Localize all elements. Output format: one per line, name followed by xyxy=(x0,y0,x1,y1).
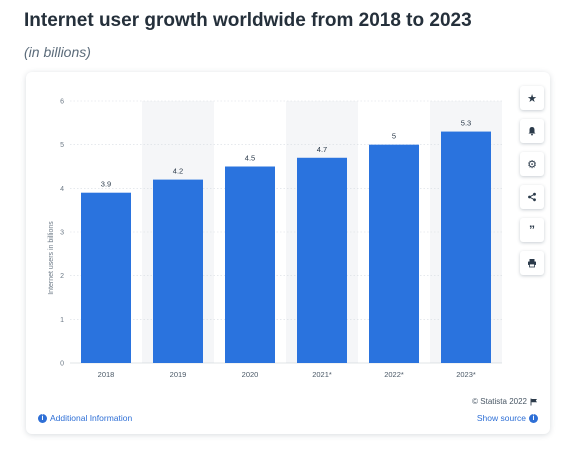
show-source-link[interactable]: Show source i xyxy=(477,413,538,423)
gear-icon: ⚙ xyxy=(527,158,537,171)
x-tick-label: 2019 xyxy=(170,370,187,379)
y-tick-label: 0 xyxy=(60,361,64,368)
bar xyxy=(369,144,419,363)
flag-icon xyxy=(530,398,537,405)
chart-toolbar: ★ ⚙ ” xyxy=(520,86,546,284)
show-source-label: Show source xyxy=(476,413,526,423)
chart-title: Internet user growth worldwide from 2018… xyxy=(24,10,472,31)
share-icon xyxy=(528,192,536,202)
print-icon xyxy=(528,259,536,268)
data-label: 5.3 xyxy=(461,119,471,128)
y-tick-label: 3 xyxy=(60,230,64,237)
chart-subtitle: (in billions) xyxy=(24,44,91,60)
y-tick-label: 6 xyxy=(60,99,64,106)
data-label: 4.7 xyxy=(317,145,327,154)
credit-text: © Statista 2022 xyxy=(472,397,527,406)
print-button[interactable] xyxy=(520,251,544,275)
bar xyxy=(225,166,275,363)
share-button[interactable] xyxy=(520,185,544,209)
bar xyxy=(153,179,203,363)
x-tick-label: 2021* xyxy=(312,370,332,379)
bar-chart: 0 1 2 3 4 5 6 3.9 4.2 4.5 4.7 5 5.3 2018 2019 2020 202… xyxy=(48,99,502,379)
bell-icon xyxy=(528,127,536,136)
x-tick-label: 2020 xyxy=(242,370,259,379)
quote-icon: ” xyxy=(529,223,535,237)
additional-information-link[interactable]: i Additional Information xyxy=(38,413,132,423)
y-tick-label: 5 xyxy=(60,142,64,149)
bar xyxy=(81,192,131,363)
y-tick-label: 1 xyxy=(60,317,64,324)
cite-button[interactable]: ” xyxy=(520,218,544,242)
notification-button[interactable] xyxy=(520,119,544,143)
data-label: 4.5 xyxy=(245,154,255,163)
additional-information-label: Additional Information xyxy=(50,413,133,423)
info-icon: i xyxy=(38,413,47,423)
settings-button[interactable]: ⚙ xyxy=(520,152,544,176)
bar xyxy=(441,131,491,363)
x-tick-label: 2022* xyxy=(384,370,404,379)
data-label: 3.9 xyxy=(101,180,111,189)
y-tick-label: 4 xyxy=(60,186,64,193)
y-axis-label: Internet users in billions xyxy=(48,221,55,295)
x-tick-label: 2023* xyxy=(456,370,476,379)
favorite-button[interactable]: ★ xyxy=(520,86,544,110)
chart-card: 0 1 2 3 4 5 6 3.9 4.2 4.5 4.7 5 5.3 2018 2019 2020 202… xyxy=(26,72,550,434)
x-tick-label: 2018 xyxy=(98,370,115,379)
star-icon: ★ xyxy=(527,92,537,105)
data-label: 4.2 xyxy=(173,167,183,176)
data-label: 5 xyxy=(392,132,396,141)
statista-credit: © Statista 2022 xyxy=(472,397,538,406)
bar xyxy=(297,157,347,363)
y-tick-label: 2 xyxy=(60,273,64,280)
info-icon: i xyxy=(529,413,538,423)
